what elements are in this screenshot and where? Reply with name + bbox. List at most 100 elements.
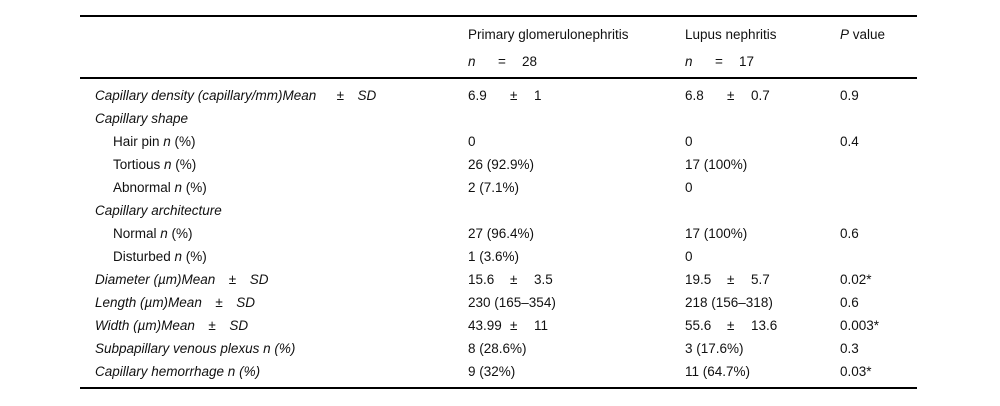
cell-primary-gn: 26 (92.9%): [468, 157, 535, 172]
n-symbol: n: [163, 134, 171, 149]
cell-p-value: [840, 107, 917, 130]
cell-lupus-nephritis: 3 (17.6%): [685, 341, 744, 356]
cell-lupus-nephritis: 55.6 ±13.6: [685, 314, 840, 337]
table-row: Hair pin n (%) 0 0 0.4: [80, 130, 917, 153]
table-row: Capillary architecture: [80, 199, 917, 222]
table-row: Capillary density (capillary/mm)Mean ± S…: [80, 84, 917, 107]
n-symbol: n: [164, 157, 172, 172]
row-label: Width (µm)Mean ± SD: [95, 318, 249, 333]
row-label: Capillary architecture: [95, 203, 222, 218]
plus-minus: ±: [727, 272, 735, 287]
cell-lupus-nephritis: 6.8 ±0.7: [685, 84, 840, 107]
row-label: Disturbed n (%): [113, 249, 207, 264]
cell-p-value: 0.6: [840, 226, 859, 241]
cell-p-value: 0.003*: [840, 318, 880, 333]
n-value: 28: [522, 54, 538, 69]
row-label: Capillary density (capillary/mm)Mean ± S…: [95, 88, 377, 103]
table-row: Disturbed n (%) 1 (3.6%) 0: [80, 245, 917, 268]
header-bottom-rule: [80, 77, 917, 79]
plus-minus: ±: [510, 272, 518, 287]
table-body: Capillary density (capillary/mm)Mean ± S…: [80, 79, 917, 387]
cell-p-value: [840, 153, 917, 176]
column-header-lupus-label: Lupus nephritis: [685, 27, 777, 42]
cell-primary-gn: [468, 199, 685, 222]
column-header-primary-gn: Primary glomerulonephritis: [468, 23, 685, 46]
table-row: Tortious n (%) 26 (92.9%) 17 (100%): [80, 153, 917, 176]
cell-lupus-nephritis: 0: [685, 249, 693, 264]
column-header-lupus: Lupus nephritis: [685, 23, 840, 46]
sample-size-lupus: n = 17: [685, 50, 840, 73]
cell-lupus-nephritis: 17 (100%): [685, 157, 748, 172]
equals-sign: =: [715, 54, 723, 69]
table-top-rule: [80, 15, 917, 17]
cell-primary-gn: 15.6 ±3.5: [468, 268, 685, 291]
column-header-pvalue: P value: [840, 23, 917, 46]
cell-primary-gn: 27 (96.4%): [468, 226, 535, 241]
cell-p-value: 0.3: [840, 341, 859, 356]
cell-primary-gn: 0: [468, 134, 476, 149]
table-row: Subpapillary venous plexus n (%) 8 (28.6…: [80, 337, 917, 360]
cell-p-value: 0.9: [840, 88, 859, 103]
cell-p-value: [840, 199, 917, 222]
row-label: Diameter (µm)Mean ± SD: [95, 272, 269, 287]
row-label: Abnormal n (%): [113, 180, 207, 195]
n-symbol: n: [468, 54, 476, 69]
pvalue-p-symbol: P: [840, 27, 850, 42]
header-title-row: Primary glomerulonephritis Lupus nephrit…: [80, 23, 917, 46]
cell-lupus-nephritis: 0: [685, 180, 693, 195]
plus-minus: ±: [727, 318, 735, 333]
table-header: Primary glomerulonephritis Lupus nephrit…: [80, 17, 917, 77]
row-label: Normal n (%): [113, 226, 193, 241]
cell-p-value: 0.02*: [840, 272, 872, 287]
cell-p-value: 0.03*: [840, 364, 872, 379]
cell-primary-gn: 9 (32%): [468, 364, 516, 379]
cell-lupus-nephritis: 218 (156–318): [685, 295, 773, 310]
empty-cell: [840, 50, 917, 73]
row-label: Length (µm)Mean ± SD: [95, 295, 255, 310]
cell-primary-gn: 43.99 ±11: [468, 314, 685, 337]
cell-lupus-nephritis: 17 (100%): [685, 226, 748, 241]
cell-primary-gn: 2 (7.1%): [468, 180, 520, 195]
n-symbol: n: [685, 54, 693, 69]
table-row: Capillary hemorrhage n (%) 9 (32%) 11 (6…: [80, 360, 917, 383]
plus-minus: ±: [510, 88, 518, 103]
cell-p-value: [840, 176, 917, 199]
table-row: Length (µm)Mean ± SD 230 (165–354) 218 (…: [80, 291, 917, 314]
row-label: Subpapillary venous plexus n (%): [95, 341, 296, 356]
row-label: Tortious n (%): [113, 157, 197, 172]
cell-primary-gn: 230 (165–354): [468, 295, 556, 310]
cell-lupus-nephritis: [685, 199, 840, 222]
header-stub-cell: [80, 23, 468, 46]
table-row: Normal n (%) 27 (96.4%) 17 (100%) 0.6: [80, 222, 917, 245]
header-stub-cell: [80, 50, 468, 73]
cell-primary-gn: [468, 107, 685, 130]
table-row: Capillary shape: [80, 107, 917, 130]
cell-lupus-nephritis: 0: [685, 134, 693, 149]
table-row: Width (µm)Mean ± SD 43.99 ±11 55.6 ±13.6 0…: [80, 314, 917, 337]
equals-sign: =: [498, 54, 506, 69]
row-label: Hair pin n (%): [113, 134, 196, 149]
cell-lupus-nephritis: 19.5 ±5.7: [685, 268, 840, 291]
header-samplesize-row: n = 28 n = 17: [80, 50, 917, 73]
row-label: Capillary shape: [95, 111, 189, 126]
cell-p-value: 0.6: [840, 295, 859, 310]
table-row: Diameter (µm)Mean ± SD 15.6 ±3.5 19.5 ±5.7…: [80, 268, 917, 291]
results-table: Primary glomerulonephritis Lupus nephrit…: [80, 15, 917, 389]
table-row: Abnormal n (%) 2 (7.1%) 0: [80, 176, 917, 199]
cell-lupus-nephritis: 11 (64.7%): [685, 364, 751, 379]
row-label: Capillary hemorrhage n (%): [95, 364, 261, 379]
cell-lupus-nephritis: [685, 107, 840, 130]
column-header-primary-gn-label: Primary glomerulonephritis: [468, 27, 629, 42]
plus-minus: ±: [727, 88, 735, 103]
cell-p-value: [840, 245, 917, 268]
n-symbol: n: [174, 180, 183, 195]
sample-size-primary: n = 28: [468, 50, 685, 73]
n-symbol: n: [174, 249, 183, 264]
pvalue-word: value: [849, 27, 886, 42]
cell-primary-gn: 8 (28.6%): [468, 341, 527, 356]
cell-p-value: 0.4: [840, 134, 859, 149]
n-symbol: n: [160, 226, 168, 241]
table-bottom-rule: [80, 387, 917, 389]
cell-primary-gn: 6.9 ±1: [468, 84, 685, 107]
